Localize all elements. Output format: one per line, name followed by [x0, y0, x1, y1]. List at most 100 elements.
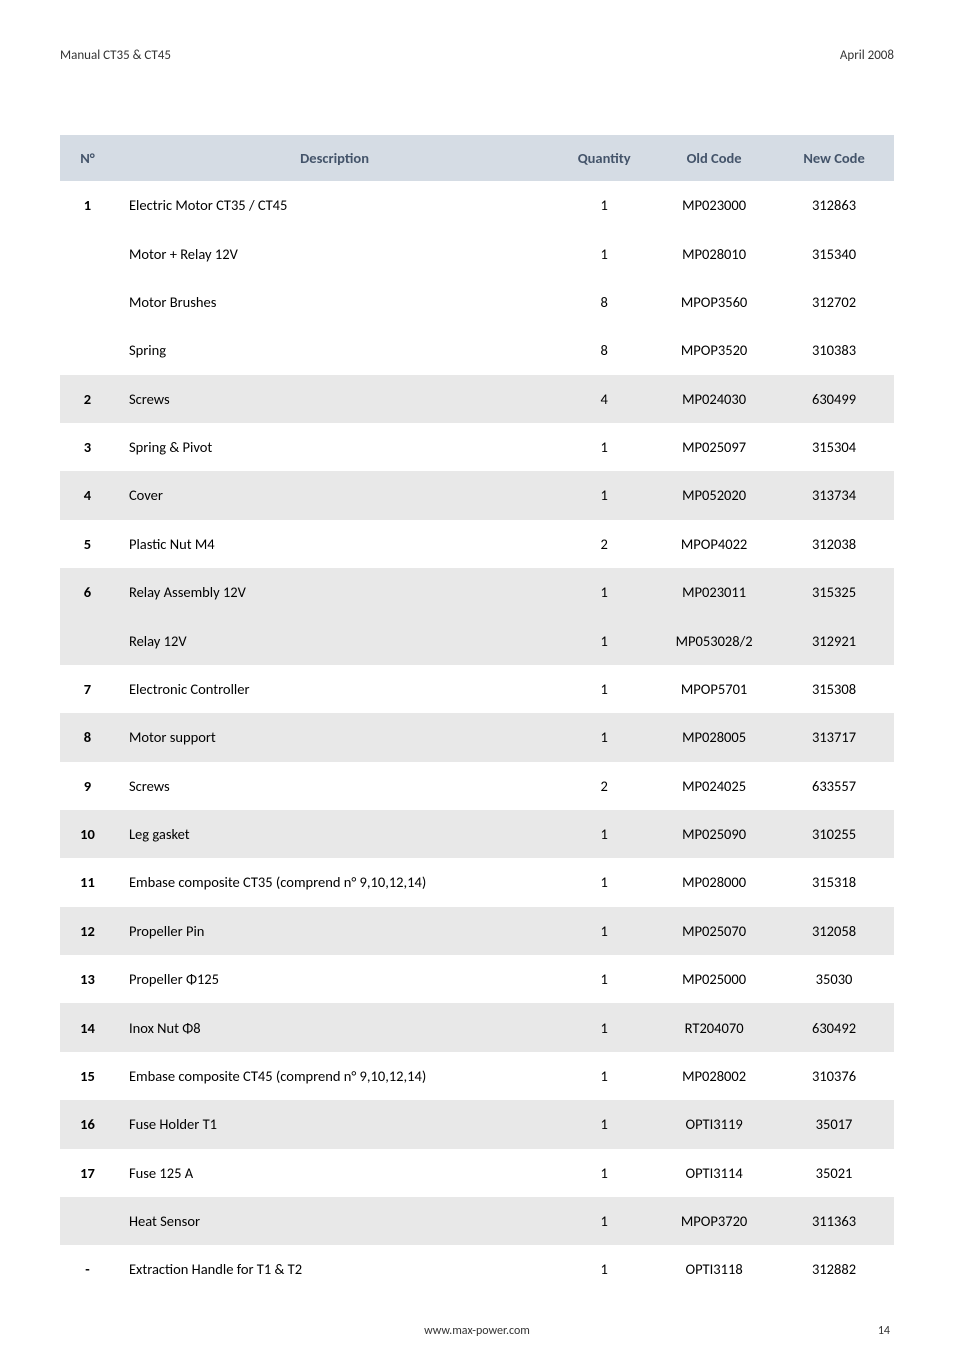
cell-n [60, 278, 115, 326]
cell-description: Spring [115, 326, 554, 374]
cell-old-code: MP025090 [654, 810, 774, 858]
cell-old-code: MP028010 [654, 229, 774, 277]
cell-quantity: 1 [554, 568, 654, 616]
cell-n: 1 [60, 181, 115, 229]
cell-description: Spring & Pivot [115, 423, 554, 471]
table-row: 6Relay Assembly 12V1MP023011315325 [60, 568, 894, 616]
cell-quantity: 1 [554, 907, 654, 955]
cell-quantity: 1 [554, 1052, 654, 1100]
cell-old-code: MP024025 [654, 762, 774, 810]
cell-n: 14 [60, 1003, 115, 1051]
cell-description: Propeller Pin [115, 907, 554, 955]
cell-new-code: 310376 [774, 1052, 894, 1100]
cell-quantity: 1 [554, 713, 654, 761]
cell-quantity: 1 [554, 423, 654, 471]
cell-quantity: 1 [554, 181, 654, 229]
footer-page-number: 14 [850, 1324, 890, 1338]
table-row: 12Propeller Pin1MP025070312058 [60, 907, 894, 955]
cell-old-code: OPTI3119 [654, 1100, 774, 1148]
cell-new-code: 35021 [774, 1149, 894, 1197]
cell-old-code: MPOP4022 [654, 520, 774, 568]
cell-n [60, 326, 115, 374]
col-header-n: N° [60, 135, 115, 181]
cell-new-code: 315340 [774, 229, 894, 277]
cell-n [60, 229, 115, 277]
table-row: Motor + Relay 12V1MP028010315340 [60, 229, 894, 277]
footer-url: www.max-power.com [104, 1324, 850, 1338]
cell-description: Propeller Φ125 [115, 955, 554, 1003]
cell-quantity: 8 [554, 326, 654, 374]
cell-n: 6 [60, 568, 115, 616]
cell-description: Relay Assembly 12V [115, 568, 554, 616]
cell-new-code: 313734 [774, 471, 894, 519]
cell-new-code: 35017 [774, 1100, 894, 1148]
table-row: Spring8MPOP3520310383 [60, 326, 894, 374]
cell-description: Plastic Nut M4 [115, 520, 554, 568]
cell-old-code: MP053028/2 [654, 616, 774, 664]
cell-new-code: 311363 [774, 1197, 894, 1245]
cell-description: Leg gasket [115, 810, 554, 858]
cell-new-code: 310255 [774, 810, 894, 858]
cell-quantity: 8 [554, 278, 654, 326]
cell-description: Extraction Handle for T1 & T2 [115, 1245, 554, 1293]
cell-quantity: 1 [554, 471, 654, 519]
cell-quantity: 1 [554, 665, 654, 713]
cell-new-code: 310383 [774, 326, 894, 374]
table-header-row: N° Description Quantity Old Code New Cod… [60, 135, 894, 181]
page: Manual CT35 & CT45 April 2008 N° Descrip… [0, 0, 954, 1368]
cell-n: 15 [60, 1052, 115, 1100]
parts-table: N° Description Quantity Old Code New Cod… [60, 135, 894, 1294]
cell-new-code: 312882 [774, 1245, 894, 1293]
table-row: 9Screws2MP024025633557 [60, 762, 894, 810]
cell-old-code: MP028002 [654, 1052, 774, 1100]
cell-new-code: 630499 [774, 375, 894, 423]
col-header-quantity: Quantity [554, 135, 654, 181]
cell-old-code: MPOP3520 [654, 326, 774, 374]
cell-old-code: MPOP3720 [654, 1197, 774, 1245]
cell-n: 13 [60, 955, 115, 1003]
table-row: 13Propeller Φ1251MP02500035030 [60, 955, 894, 1003]
cell-n: 2 [60, 375, 115, 423]
table-row: 10Leg gasket1MP025090310255 [60, 810, 894, 858]
cell-new-code: 315308 [774, 665, 894, 713]
cell-n [60, 1197, 115, 1245]
cell-description: Fuse Holder T1 [115, 1100, 554, 1148]
cell-old-code: MP028005 [654, 713, 774, 761]
cell-n: 12 [60, 907, 115, 955]
cell-n: 17 [60, 1149, 115, 1197]
table-row: 1Electric Motor CT35 / CT451MP0230003128… [60, 181, 894, 229]
table-row: 5Plastic Nut M42MPOP4022312038 [60, 520, 894, 568]
table-row: -Extraction Handle for T1 & T21OPTI31183… [60, 1245, 894, 1293]
cell-new-code: 633557 [774, 762, 894, 810]
cell-new-code: 35030 [774, 955, 894, 1003]
cell-new-code: 312863 [774, 181, 894, 229]
cell-old-code: MP024030 [654, 375, 774, 423]
cell-n: 4 [60, 471, 115, 519]
cell-description: Motor + Relay 12V [115, 229, 554, 277]
cell-quantity: 1 [554, 229, 654, 277]
cell-description: Motor support [115, 713, 554, 761]
footer-spacer [64, 1324, 104, 1338]
cell-description: Relay 12V [115, 616, 554, 664]
cell-description: Heat Sensor [115, 1197, 554, 1245]
col-header-old-code: Old Code [654, 135, 774, 181]
cell-quantity: 2 [554, 762, 654, 810]
table-row: 8Motor support1MP028005313717 [60, 713, 894, 761]
cell-quantity: 1 [554, 616, 654, 664]
table-row: Motor Brushes8MPOP3560312702 [60, 278, 894, 326]
table-row: 4Cover1MP052020313734 [60, 471, 894, 519]
cell-new-code: 312038 [774, 520, 894, 568]
cell-old-code: MPOP3560 [654, 278, 774, 326]
table-row: 3Spring & Pivot1MP025097315304 [60, 423, 894, 471]
cell-new-code: 630492 [774, 1003, 894, 1051]
cell-new-code: 312921 [774, 616, 894, 664]
cell-new-code: 315325 [774, 568, 894, 616]
table-row: 2Screws4MP024030630499 [60, 375, 894, 423]
cell-n: 16 [60, 1100, 115, 1148]
cell-old-code: MP028000 [654, 858, 774, 906]
cell-quantity: 2 [554, 520, 654, 568]
cell-description: Screws [115, 762, 554, 810]
cell-description: Embase composite CT45 (comprend n° 9,10,… [115, 1052, 554, 1100]
cell-quantity: 1 [554, 955, 654, 1003]
table-row: Heat Sensor1MPOP3720311363 [60, 1197, 894, 1245]
